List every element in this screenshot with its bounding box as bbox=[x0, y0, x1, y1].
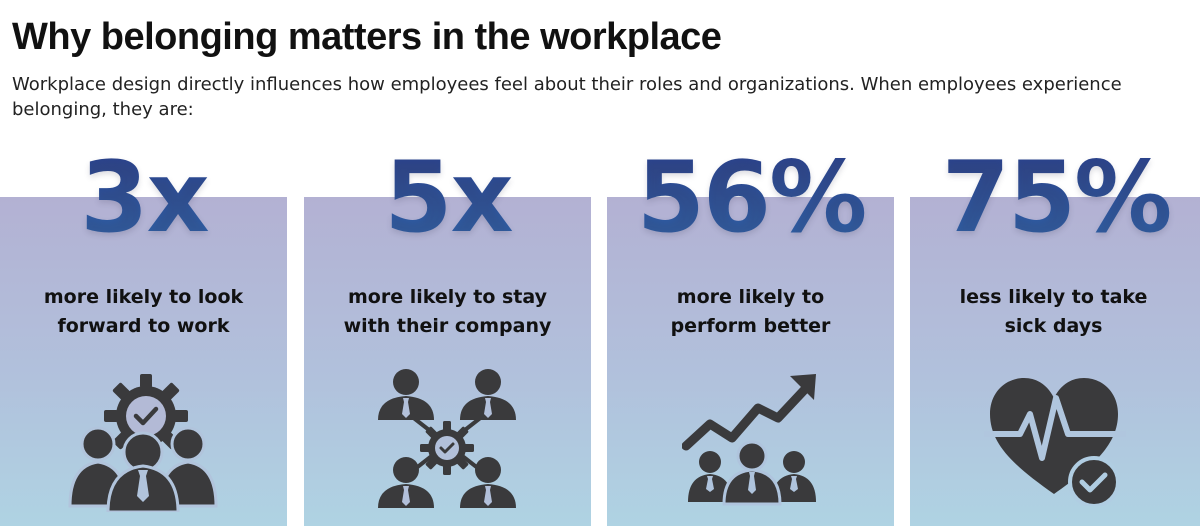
stat-description-2: more likely to stay with their company bbox=[304, 283, 591, 341]
stat-description-line: more likely to bbox=[676, 286, 825, 308]
stat-description-line: forward to work bbox=[57, 315, 230, 337]
stat-description-3: more likely to perform better bbox=[607, 283, 894, 341]
page-subtitle: Workplace design directly influences how… bbox=[12, 74, 1122, 120]
stat-description-1: more likely to look forward to work bbox=[0, 283, 287, 341]
growth-chart-team-icon bbox=[682, 374, 816, 506]
stat-description-line: with their company bbox=[343, 315, 552, 337]
stat-description-line: sick days bbox=[1004, 315, 1103, 337]
stat-description-line: perform better bbox=[670, 315, 831, 337]
team-gear-icon bbox=[68, 374, 218, 512]
stat-description-line: more likely to look bbox=[43, 286, 244, 308]
people-gear-network-icon bbox=[378, 369, 516, 508]
stat-value-3: 56% bbox=[601, 138, 901, 258]
page-title: Why belonging matters in the workplace bbox=[12, 16, 722, 58]
stat-description-4: less likely to take sick days bbox=[910, 283, 1197, 341]
stat-description-line: more likely to stay bbox=[347, 286, 548, 308]
heart-health-check-icon bbox=[984, 378, 1126, 506]
stat-value-4: 75% bbox=[906, 138, 1200, 258]
stat-description-line: less likely to take bbox=[959, 286, 1148, 308]
stat-value-2: 5x bbox=[298, 138, 598, 258]
stat-value-1: 3x bbox=[0, 138, 294, 258]
